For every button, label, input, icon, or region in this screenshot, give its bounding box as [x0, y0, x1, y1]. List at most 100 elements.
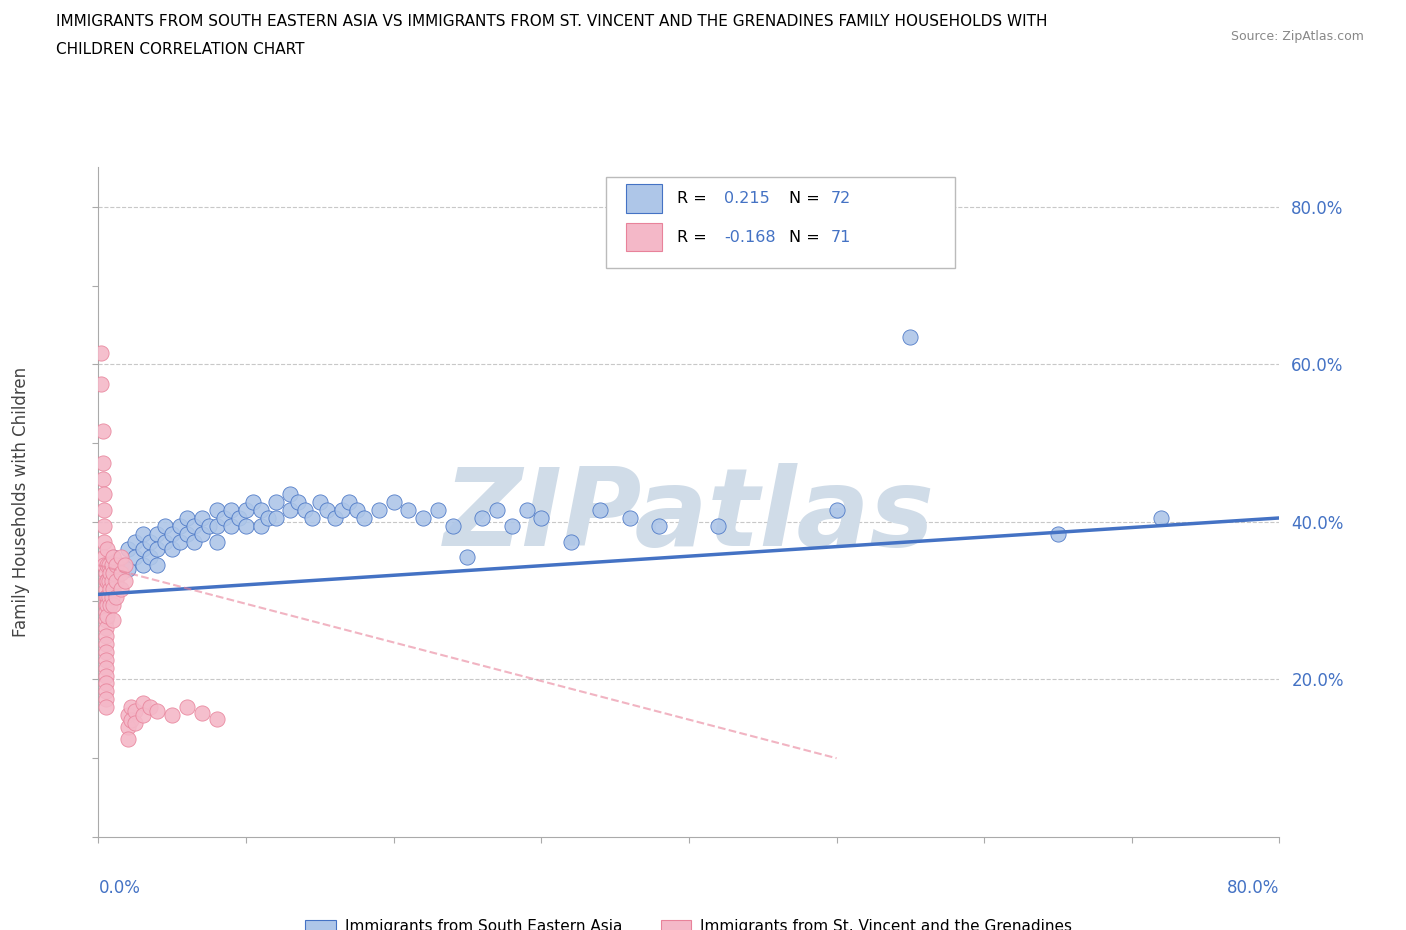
Point — [146, 542, 169, 557]
Point — [146, 703, 169, 718]
Point — [100, 558, 122, 573]
Point — [323, 511, 346, 525]
Point — [117, 562, 139, 577]
Point — [94, 668, 117, 683]
Point — [94, 636, 117, 651]
Point — [93, 487, 115, 502]
Point — [98, 581, 121, 596]
Point — [205, 502, 228, 517]
Point — [205, 518, 228, 533]
Point — [1046, 526, 1069, 541]
Point — [264, 511, 287, 525]
Point — [94, 699, 117, 714]
Point — [94, 590, 117, 604]
Text: ZIPatlas: ZIPatlas — [443, 462, 935, 568]
Point — [368, 502, 391, 517]
Point — [205, 534, 228, 549]
Point — [412, 511, 434, 525]
Point — [94, 692, 117, 707]
Point — [176, 526, 198, 541]
Text: CHILDREN CORRELATION CHART: CHILDREN CORRELATION CHART — [56, 42, 305, 57]
Point — [339, 495, 360, 510]
Point — [619, 511, 641, 525]
Point — [560, 534, 582, 549]
Point — [456, 550, 478, 565]
Text: 80.0%: 80.0% — [1227, 879, 1279, 897]
Point — [169, 534, 191, 549]
Point — [105, 558, 128, 573]
Point — [648, 518, 671, 533]
Point — [191, 705, 214, 720]
Point — [97, 558, 120, 573]
Point — [264, 495, 287, 510]
Point — [96, 597, 118, 612]
Point — [93, 534, 115, 549]
Text: 72: 72 — [831, 191, 851, 206]
Point — [242, 495, 264, 510]
Text: N =: N = — [789, 230, 825, 245]
Point — [257, 511, 280, 525]
Point — [316, 502, 339, 517]
Point — [250, 502, 273, 517]
Point — [353, 511, 375, 525]
Point — [96, 558, 118, 573]
Point — [162, 526, 183, 541]
Point — [124, 703, 146, 718]
Point — [94, 676, 117, 691]
Point — [589, 502, 612, 517]
Point — [132, 542, 155, 557]
Point — [96, 590, 118, 604]
Point — [103, 597, 125, 612]
Point — [146, 558, 169, 573]
Point — [346, 502, 368, 517]
Point — [110, 558, 132, 573]
Point — [176, 699, 198, 714]
Point — [103, 581, 125, 596]
FancyBboxPatch shape — [606, 178, 955, 268]
Point — [515, 502, 537, 517]
Bar — [626, 184, 662, 213]
Point — [91, 472, 114, 486]
Point — [120, 713, 142, 728]
Point — [427, 502, 450, 517]
Point — [124, 550, 146, 565]
Text: N =: N = — [789, 191, 825, 206]
Point — [471, 511, 494, 525]
Point — [120, 699, 142, 714]
Bar — [626, 223, 662, 251]
Point — [396, 502, 419, 517]
Point — [486, 502, 509, 517]
Point — [94, 652, 117, 667]
Point — [97, 574, 120, 589]
Point — [117, 542, 139, 557]
Text: 0.215: 0.215 — [724, 191, 770, 206]
Point — [94, 565, 117, 580]
Point — [98, 565, 121, 580]
Text: IMMIGRANTS FROM SOUTH EASTERN ASIA VS IMMIGRANTS FROM ST. VINCENT AND THE GRENAD: IMMIGRANTS FROM SOUTH EASTERN ASIA VS IM… — [56, 14, 1047, 29]
Point — [105, 590, 128, 604]
Point — [382, 495, 405, 510]
Point — [330, 502, 353, 517]
Point — [228, 511, 250, 525]
Text: Source: ZipAtlas.com: Source: ZipAtlas.com — [1230, 30, 1364, 43]
Point — [191, 526, 214, 541]
Point — [93, 550, 115, 565]
Point — [124, 715, 146, 730]
Point — [219, 518, 242, 533]
Point — [117, 719, 139, 734]
Point — [139, 534, 162, 549]
Text: 0.0%: 0.0% — [98, 879, 141, 897]
Point — [114, 574, 136, 589]
Point — [278, 487, 302, 502]
Point — [94, 605, 117, 620]
Point — [900, 329, 922, 344]
Point — [294, 502, 316, 517]
Point — [176, 511, 198, 525]
Point — [90, 345, 112, 360]
Text: -0.168: -0.168 — [724, 230, 776, 245]
Point — [94, 684, 117, 698]
Point — [93, 518, 115, 533]
Point — [114, 558, 136, 573]
Text: Family Households with Children: Family Households with Children — [13, 367, 30, 637]
Point — [162, 708, 183, 723]
